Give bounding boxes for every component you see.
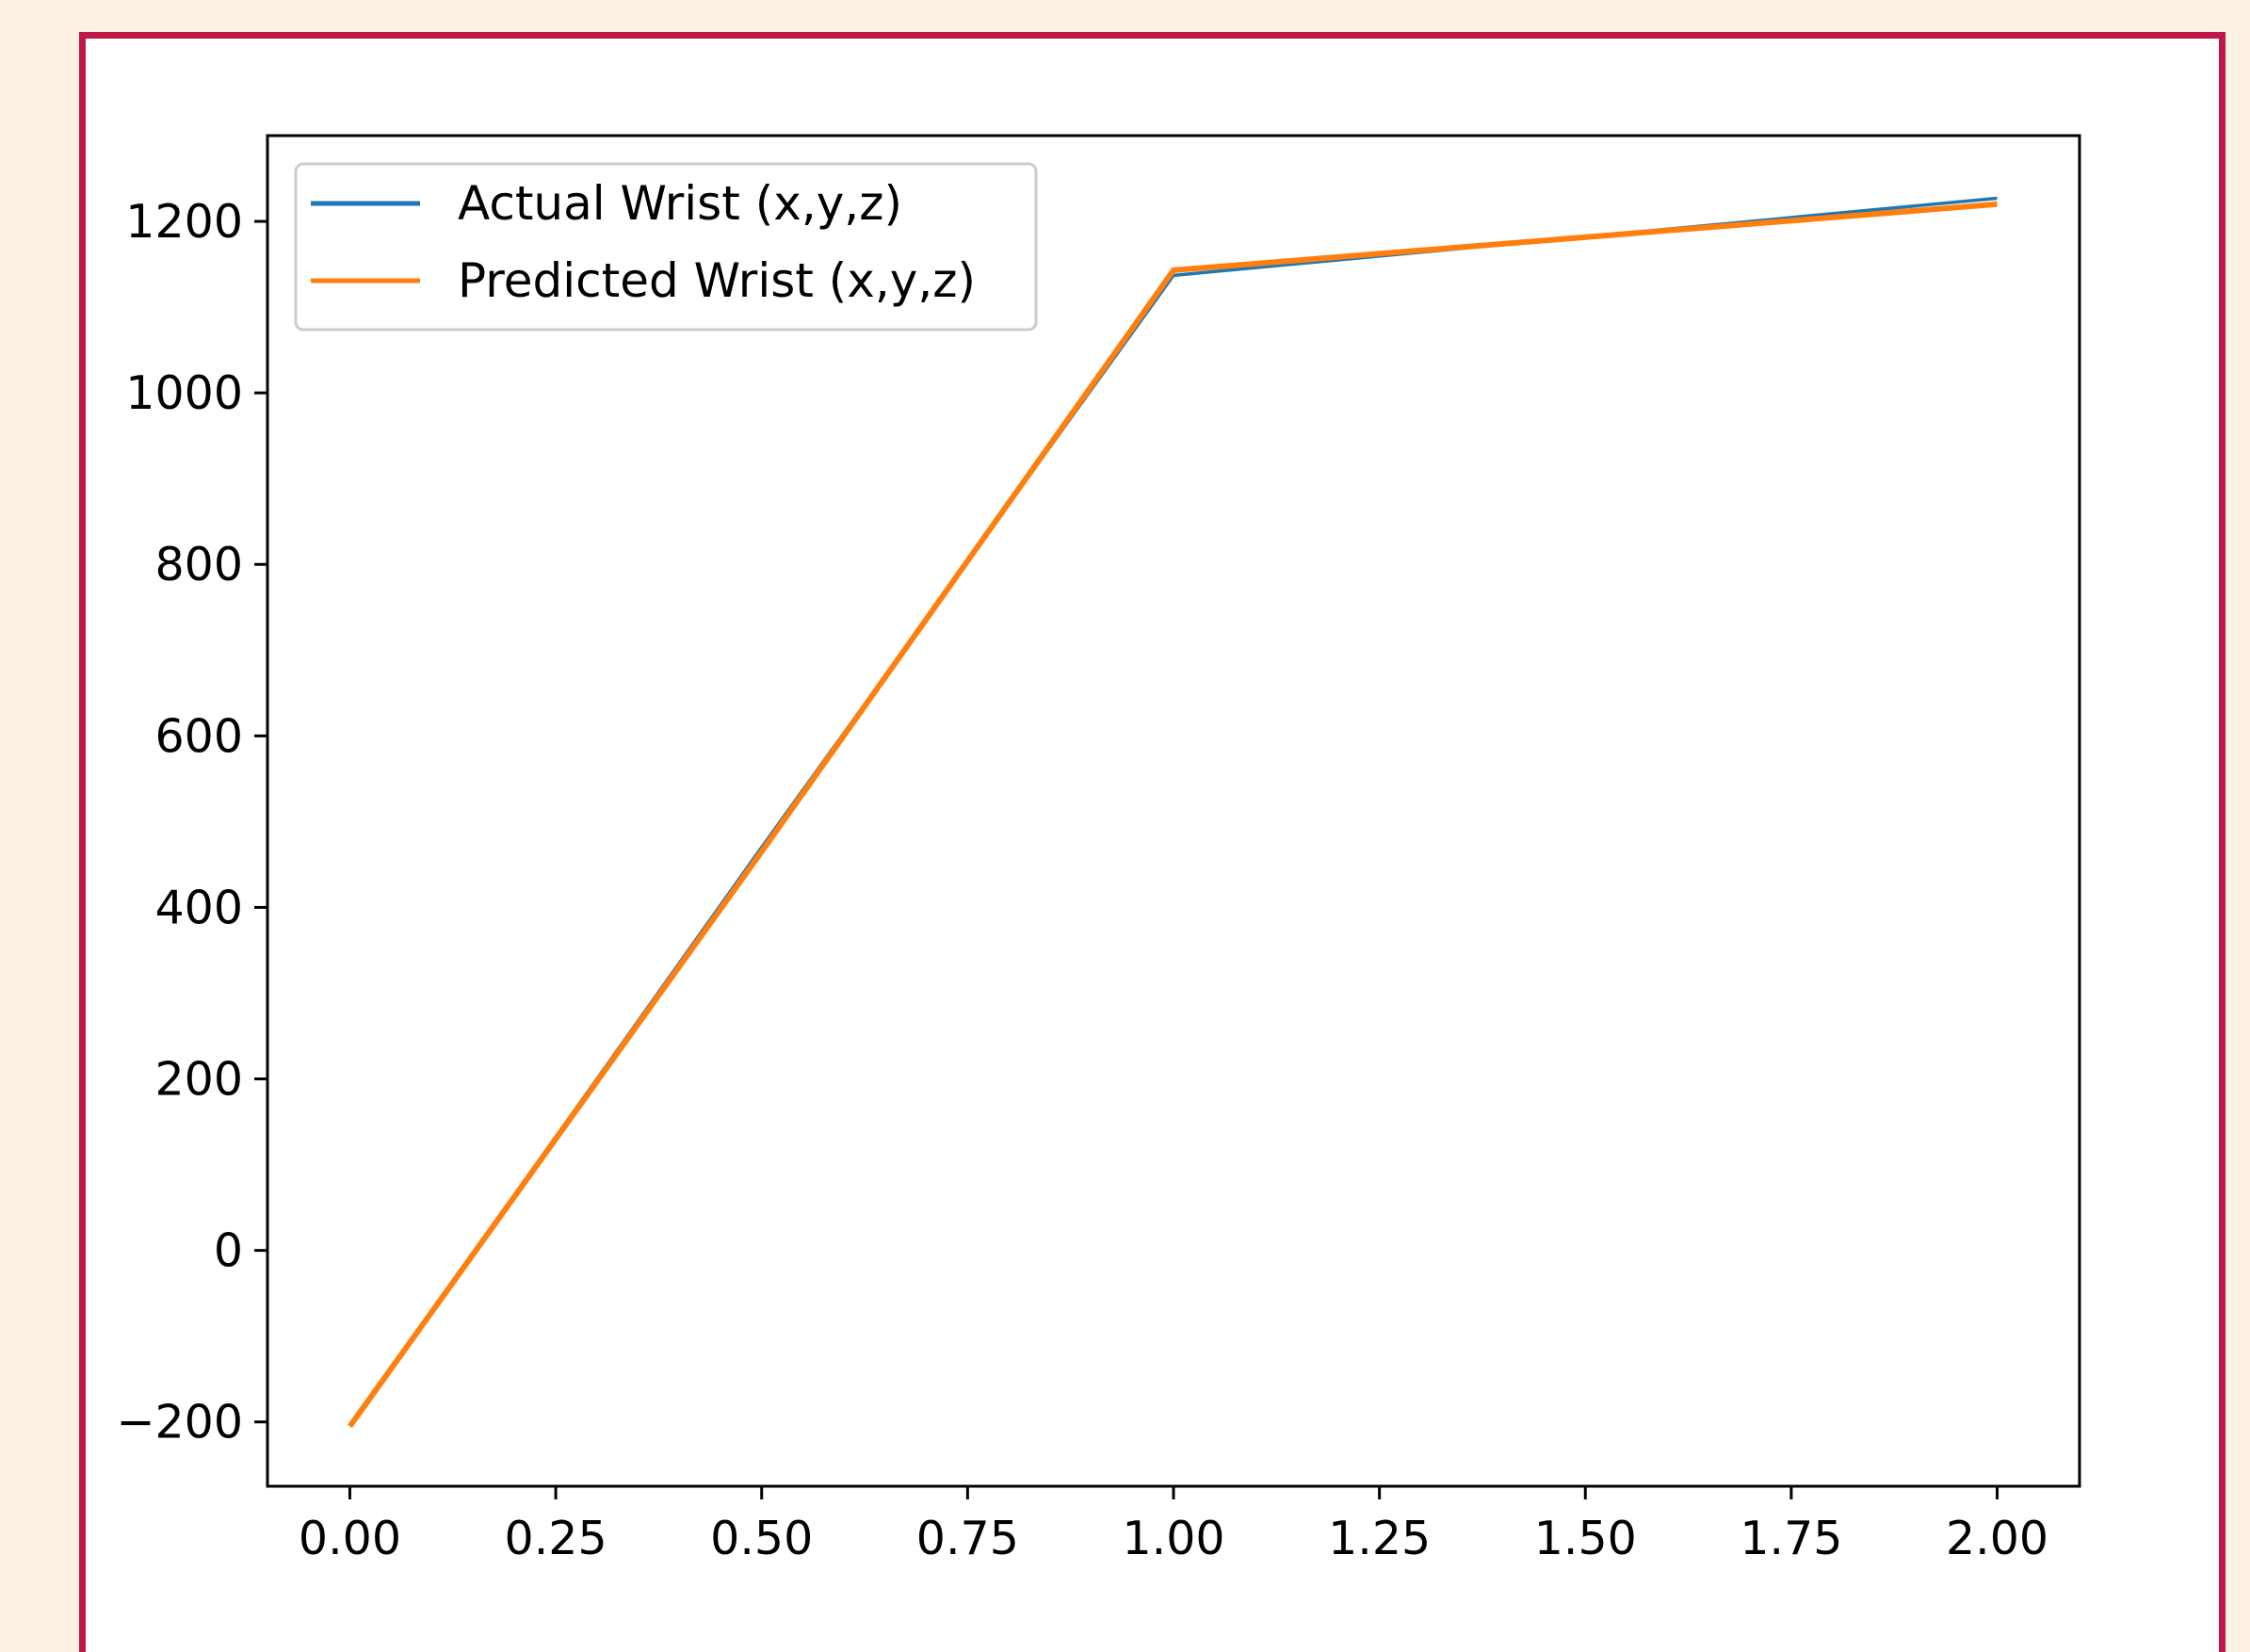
x-tick-label: 0.25 (505, 1512, 607, 1565)
x-tick-label: 1.75 (1740, 1512, 1842, 1565)
plot-area-border (266, 134, 2081, 1488)
series-line-1 (348, 201, 1998, 1429)
x-tick-label: 0.00 (299, 1512, 401, 1565)
legend: Actual Wrist (x,y,z) Predicted Wrist (x,… (294, 162, 1038, 332)
y-axis: −200 0 200 400 600 800 1000 1200 (116, 195, 267, 1450)
y-tick-label: 200 (154, 1053, 243, 1107)
y-tick-label: 1200 (125, 195, 243, 249)
series-line-0 (348, 196, 1998, 1428)
x-tick-label: 1.50 (1534, 1512, 1637, 1565)
x-tick-label: 0.75 (916, 1512, 1019, 1565)
legend-box (294, 162, 1038, 332)
legend-label-actual: Actual Wrist (x,y,z) (458, 176, 902, 231)
y-tick-label: 600 (154, 709, 243, 763)
legend-label-predicted: Predicted Wrist (x,y,z) (458, 253, 976, 308)
x-tick-label: 1.25 (1328, 1512, 1431, 1565)
y-tick-label: −200 (116, 1396, 243, 1450)
y-tick-label: 400 (154, 881, 243, 934)
x-tick-label: 1.00 (1122, 1512, 1224, 1565)
y-tick-label: 1000 (125, 366, 243, 420)
x-tick-label: 2.00 (1946, 1512, 2048, 1565)
x-tick-label: 0.50 (710, 1512, 813, 1565)
y-tick-label: 0 (214, 1224, 243, 1278)
series-layer (348, 196, 1998, 1429)
x-axis: 0.00 0.25 0.50 0.75 1.00 1.25 1.50 1.75 2.00 (299, 1486, 2048, 1565)
y-tick-label: 800 (154, 538, 243, 591)
